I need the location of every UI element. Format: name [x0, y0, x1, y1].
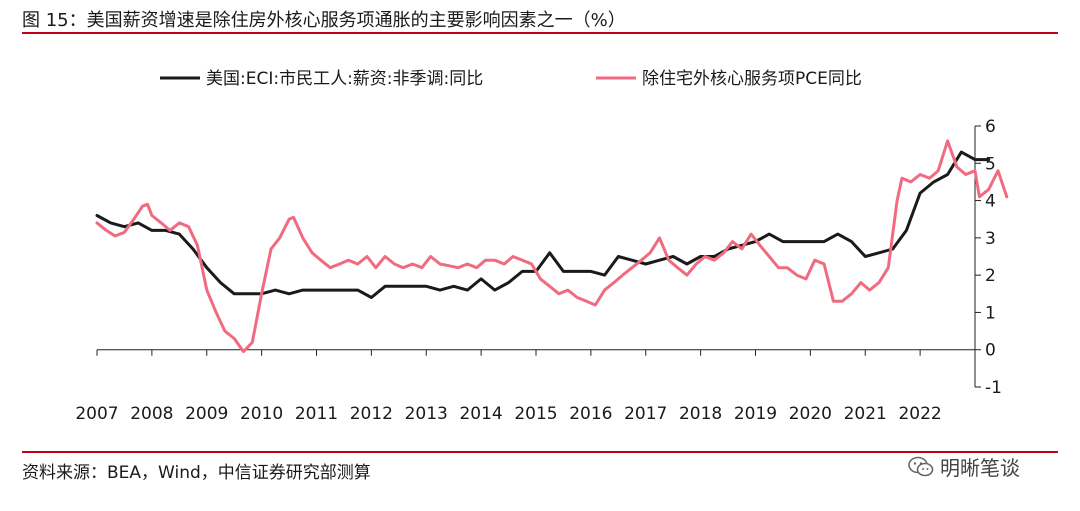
watermark-text: 明晰笔谈 — [940, 456, 1020, 480]
chart-title: 图 15：美国薪资增速是除住房外核心服务项通胀的主要影响因素之一（%） — [22, 10, 626, 31]
y-tick-label: 4 — [985, 192, 996, 212]
x-tick-label: 2021 — [844, 404, 887, 424]
y-tick-label: 6 — [985, 117, 996, 137]
y-tick-label: 2 — [985, 266, 996, 286]
x-tick-label: 2014 — [459, 404, 502, 424]
x-tick-label: 2008 — [130, 404, 173, 424]
x-tick-label: 2022 — [898, 404, 941, 424]
chart-axes: 2007 2008 2009 2010 2011 2012 2013 2014 2015 2016… — [75, 117, 1002, 424]
header-rule — [22, 32, 1058, 34]
x-tick-label: 2007 — [75, 404, 118, 424]
x-tick-label: 2013 — [405, 404, 448, 424]
footer-rule — [22, 451, 1058, 453]
x-tick-label: 2020 — [789, 404, 832, 424]
legend-label: 除住宅外核心服务项PCE同比 — [642, 69, 862, 89]
x-tick-label: 2012 — [350, 404, 393, 424]
series-line-pce — [95, 139, 1009, 354]
legend: 美国:ECI:市民工人:薪资:非季调:同比 除住宅外核心服务项PCE同比 — [160, 69, 862, 89]
y-tick-label: -1 — [985, 378, 1002, 398]
x-tick-label: 2015 — [514, 404, 557, 424]
chart-series — [95, 139, 1009, 354]
x-tick-label: 2010 — [240, 404, 283, 424]
y-tick-label: 5 — [985, 154, 996, 174]
wechat-icon — [908, 456, 934, 476]
x-tick-label: 2016 — [569, 404, 612, 424]
x-tick-label: 2019 — [734, 404, 777, 424]
source-note: 资料来源：BEA，Wind，中信证券研究部测算 — [22, 463, 371, 483]
y-tick-label: 1 — [985, 303, 996, 323]
x-tick-label: 2018 — [679, 404, 722, 424]
x-tick-label: 2017 — [624, 404, 667, 424]
x-tick-label: 2011 — [295, 404, 338, 424]
y-tick-label: 3 — [985, 229, 996, 249]
legend-label: 美国:ECI:市民工人:薪资:非季调:同比 — [206, 69, 483, 89]
series-line-eci — [95, 150, 991, 299]
x-tick-label: 2009 — [185, 404, 228, 424]
watermark: 明晰笔谈 — [908, 452, 1020, 481]
y-tick-label: 0 — [985, 341, 996, 361]
